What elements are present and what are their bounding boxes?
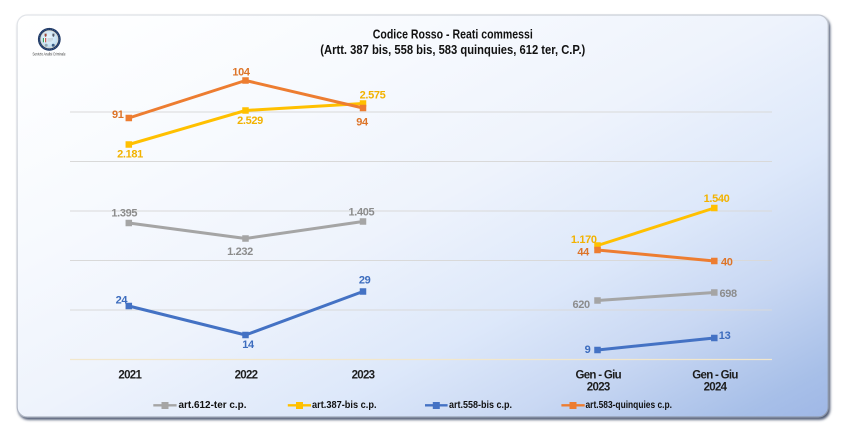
svg-text:art.583-quinquies c.p.: art.583-quinquies c.p. [586,399,673,411]
svg-text:2022: 2022 [235,370,258,382]
svg-text:Gen - Giu: Gen - Giu [575,370,621,382]
svg-text:2023: 2023 [587,382,610,394]
svg-text:art.387-bis c.p.: art.387-bis c.p. [312,399,377,411]
svg-text:94: 94 [356,117,369,129]
svg-text:1.405: 1.405 [349,207,375,219]
svg-text:40: 40 [721,257,733,269]
svg-text:2.529: 2.529 [237,115,263,127]
svg-text:24: 24 [116,295,129,307]
svg-text:Codice Rosso - Reati commessi: Codice Rosso - Reati commessi [373,27,533,42]
svg-text:13: 13 [719,330,731,342]
svg-text:1.232: 1.232 [227,246,253,258]
svg-text:91: 91 [112,109,124,121]
svg-text:44: 44 [577,247,590,259]
svg-text:14: 14 [242,339,255,351]
svg-text:Servizio Analisi Criminale: Servizio Analisi Criminale [33,51,66,56]
svg-text:1.395: 1.395 [111,208,137,220]
svg-text:104: 104 [232,67,251,79]
svg-text:1.170: 1.170 [571,234,597,246]
svg-text:29: 29 [359,275,371,287]
svg-text:(Artt. 387 bis, 558 bis, 583 q: (Artt. 387 bis, 558 bis, 583 quinquies, … [320,42,585,57]
svg-text:2024: 2024 [704,382,728,394]
svg-text:2.575: 2.575 [360,90,386,102]
svg-text:Gen - Giu: Gen - Giu [692,370,738,382]
svg-text:art.612-ter c.p.: art.612-ter c.p. [179,399,247,411]
svg-text:2.181: 2.181 [117,149,143,161]
svg-text:620: 620 [572,299,590,311]
svg-text:1.540: 1.540 [704,193,730,205]
svg-text:698: 698 [720,288,738,300]
svg-text:2023: 2023 [352,370,375,382]
svg-text:9: 9 [585,344,591,356]
svg-text:2021: 2021 [118,370,142,382]
svg-text:art.558-bis c.p.: art.558-bis c.p. [449,399,512,411]
